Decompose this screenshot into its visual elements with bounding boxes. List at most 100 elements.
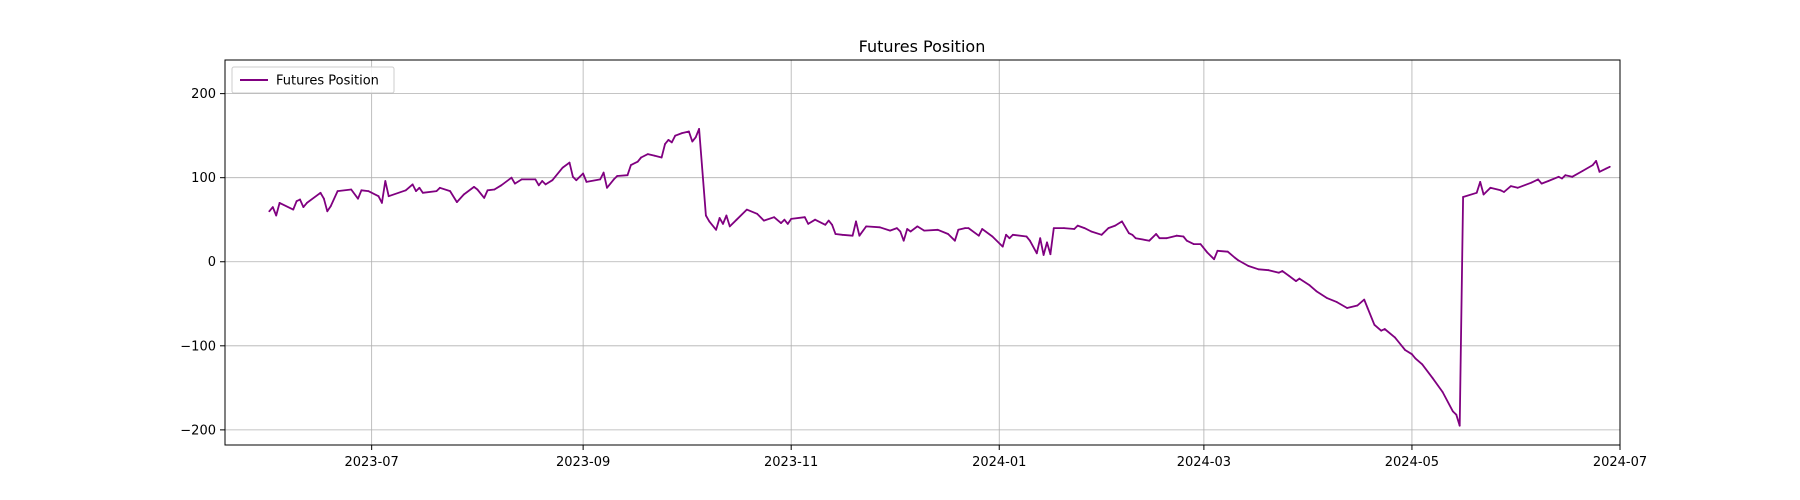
data-point bbox=[360, 189, 363, 192]
data-point bbox=[1281, 270, 1284, 272]
data-point bbox=[1185, 239, 1188, 242]
data-point bbox=[476, 188, 479, 191]
data-point bbox=[807, 223, 810, 225]
data-point bbox=[803, 216, 806, 219]
data-point bbox=[326, 210, 329, 213]
data-point bbox=[957, 228, 960, 231]
x-tick-label: 2024-01 bbox=[972, 455, 1026, 470]
plot-frame bbox=[224, 59, 1621, 446]
data-point bbox=[493, 188, 496, 191]
data-point bbox=[681, 132, 683, 135]
data-point bbox=[834, 233, 837, 235]
data-point bbox=[725, 214, 728, 217]
data-point bbox=[377, 195, 380, 198]
data-point bbox=[1278, 271, 1280, 274]
data-point bbox=[1233, 256, 1236, 259]
data-point bbox=[534, 178, 537, 181]
data-point bbox=[718, 217, 721, 219]
data-point bbox=[1073, 228, 1076, 230]
data-point bbox=[1530, 181, 1533, 184]
data-point bbox=[1267, 269, 1270, 272]
data-point bbox=[1049, 253, 1052, 256]
data-point bbox=[323, 197, 325, 200]
data-point bbox=[814, 218, 816, 221]
data-point bbox=[1237, 259, 1239, 261]
data-point bbox=[1134, 237, 1137, 240]
data-point bbox=[582, 172, 584, 175]
data-point bbox=[698, 127, 700, 130]
data-point bbox=[1605, 167, 1608, 170]
data-point bbox=[1175, 234, 1178, 237]
y-tick-label: 0 bbox=[208, 255, 216, 270]
data-point bbox=[1441, 391, 1444, 393]
data-point bbox=[612, 178, 615, 181]
data-point bbox=[350, 188, 353, 191]
data-point bbox=[1564, 174, 1567, 177]
data-point bbox=[384, 180, 387, 182]
data-point bbox=[1366, 307, 1369, 309]
data-point bbox=[896, 227, 898, 230]
data-point bbox=[387, 195, 390, 198]
data-point bbox=[329, 205, 332, 208]
data-point bbox=[520, 178, 523, 181]
data-point bbox=[1380, 329, 1383, 332]
data-point bbox=[1591, 164, 1594, 167]
data-point bbox=[541, 180, 544, 182]
data-point bbox=[947, 233, 949, 235]
data-point bbox=[964, 227, 966, 230]
data-point bbox=[500, 184, 503, 187]
data-point bbox=[967, 227, 970, 230]
data-point bbox=[1598, 170, 1601, 173]
data-point bbox=[1090, 230, 1093, 233]
data-point bbox=[786, 223, 789, 225]
data-point bbox=[404, 189, 407, 192]
data-point bbox=[1537, 178, 1539, 181]
data-point bbox=[756, 212, 758, 215]
data-point bbox=[1148, 239, 1151, 242]
data-point bbox=[1052, 227, 1055, 230]
data-point bbox=[889, 229, 891, 232]
data-point bbox=[1158, 237, 1161, 240]
data-point bbox=[841, 233, 844, 236]
data-point bbox=[1479, 181, 1482, 183]
data-point bbox=[923, 229, 926, 232]
data-point bbox=[763, 219, 765, 222]
data-point bbox=[688, 130, 690, 133]
data-point bbox=[1462, 196, 1464, 198]
data-point bbox=[705, 214, 707, 217]
data-point bbox=[483, 197, 486, 199]
x-tick-label: 2023-07 bbox=[344, 455, 398, 470]
data-point bbox=[336, 190, 339, 193]
data-point bbox=[1192, 243, 1195, 246]
data-point bbox=[418, 186, 421, 189]
data-point bbox=[824, 223, 827, 226]
data-point bbox=[691, 140, 694, 143]
data-point bbox=[906, 228, 909, 230]
data-point bbox=[1510, 185, 1512, 188]
y-axis: 200 100 0 −100 −200 bbox=[180, 87, 225, 438]
data-point bbox=[827, 219, 830, 222]
data-point bbox=[537, 184, 540, 187]
data-point bbox=[514, 182, 516, 185]
data-point bbox=[1114, 224, 1117, 227]
data-point bbox=[991, 235, 994, 238]
data-point bbox=[599, 178, 602, 181]
data-point bbox=[1213, 258, 1215, 261]
data-point bbox=[1516, 186, 1519, 189]
data-point bbox=[1100, 233, 1103, 236]
data-point bbox=[302, 206, 305, 209]
data-point bbox=[1182, 235, 1185, 238]
data-point bbox=[653, 154, 656, 157]
data-point bbox=[865, 225, 868, 228]
data-point bbox=[271, 206, 274, 209]
data-point bbox=[1557, 175, 1560, 178]
data-point bbox=[626, 174, 629, 177]
data-point bbox=[1394, 336, 1396, 339]
data-point bbox=[462, 193, 465, 196]
data-point bbox=[722, 223, 724, 225]
data-point bbox=[1499, 189, 1502, 192]
data-point bbox=[916, 225, 919, 228]
data-point bbox=[735, 218, 738, 221]
series-line bbox=[268, 128, 1611, 427]
x-tick-label: 2023-11 bbox=[764, 455, 818, 470]
